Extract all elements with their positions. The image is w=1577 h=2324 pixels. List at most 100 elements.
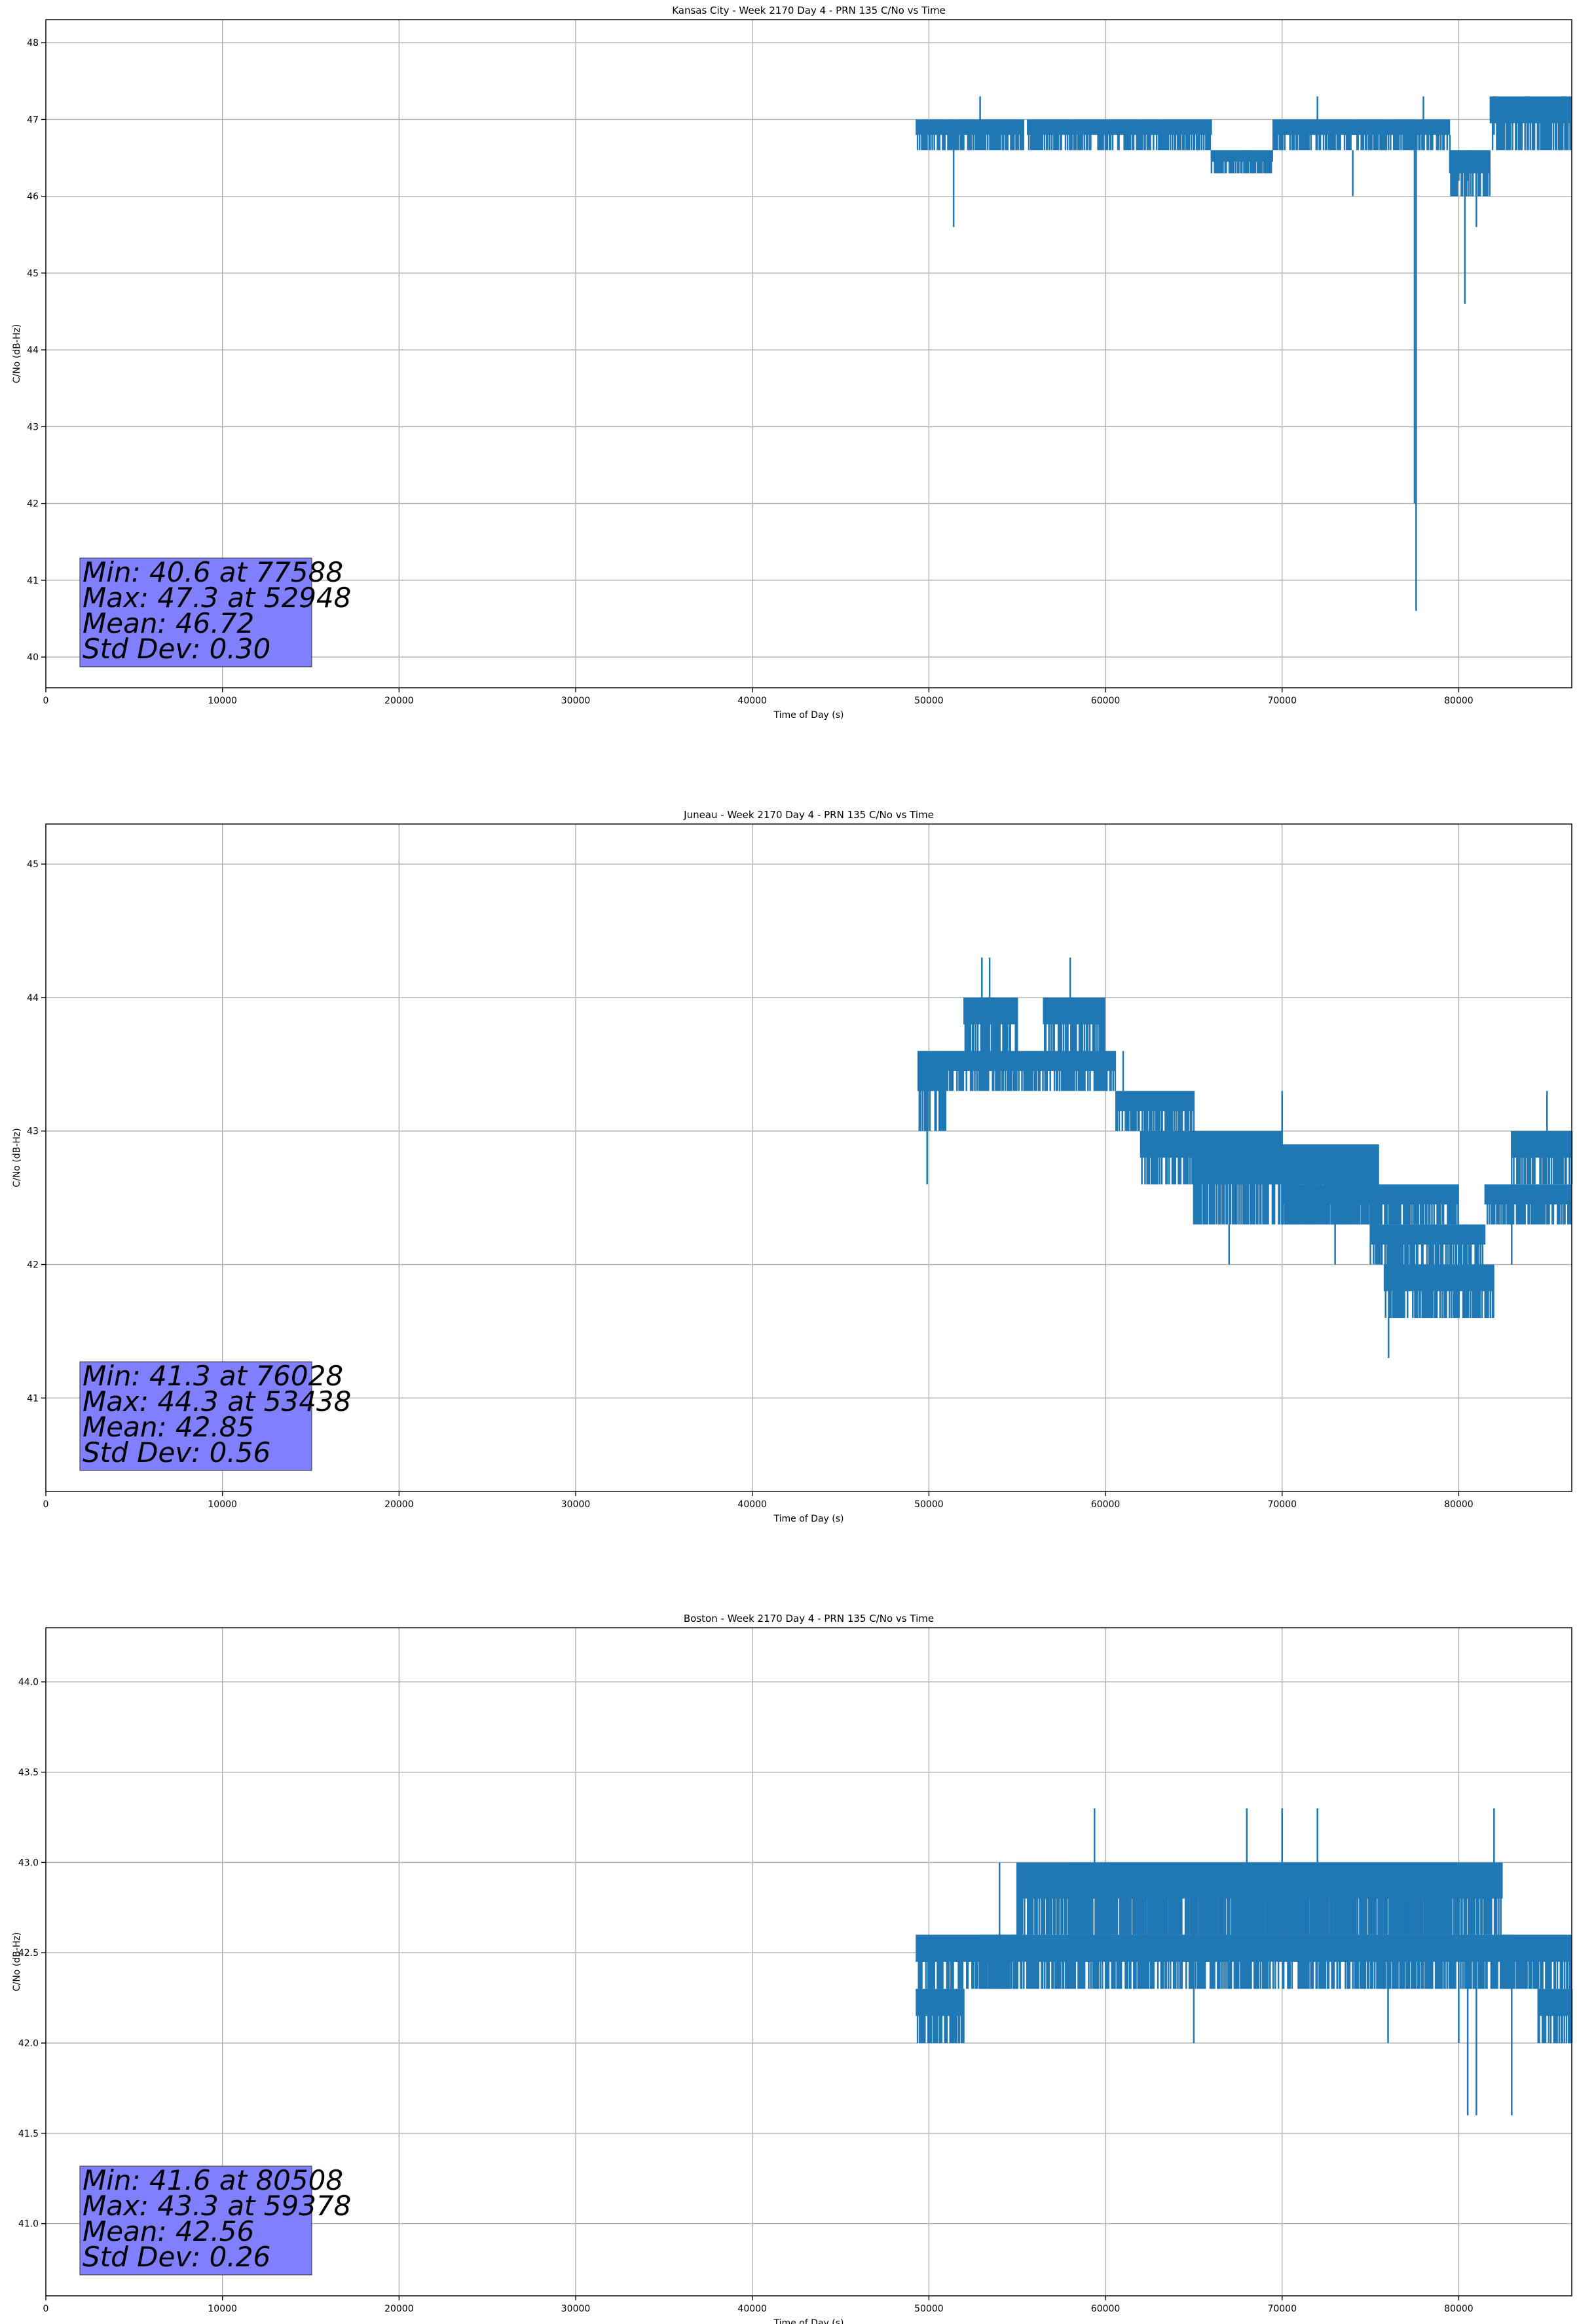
y-tick-label: 42 bbox=[27, 1260, 39, 1271]
y-tick-label: 40 bbox=[27, 652, 39, 663]
stats-line: Std Dev: 0.30 bbox=[83, 633, 270, 665]
series-band bbox=[1043, 997, 1105, 1051]
axes-frame bbox=[45, 19, 1572, 688]
stats-line: Mean: 46.72 bbox=[83, 607, 254, 639]
y-tick-label: 43.0 bbox=[18, 1858, 39, 1868]
chart-title: Kansas City - Week 2170 Day 4 - PRN 135 … bbox=[672, 5, 946, 16]
x-axis-label: Time of Day (s) bbox=[773, 1514, 844, 1524]
chart-title: Boston - Week 2170 Day 4 - PRN 135 C/No … bbox=[684, 1613, 934, 1624]
series-band bbox=[1272, 119, 1451, 151]
y-tick-label: 43.5 bbox=[18, 1768, 39, 1778]
y-tick-label: 41 bbox=[27, 1393, 39, 1404]
x-tick-label: 10000 bbox=[208, 2304, 237, 2314]
x-tick-label: 40000 bbox=[737, 696, 767, 706]
y-tick-label: 41 bbox=[27, 576, 39, 586]
stats-box bbox=[79, 1361, 312, 1471]
series-line bbox=[916, 96, 1572, 611]
series-band bbox=[981, 1934, 1512, 1989]
x-tick-label: 80000 bbox=[1444, 1499, 1474, 1510]
x-tick-label: 0 bbox=[43, 1499, 49, 1510]
x-tick-label: 70000 bbox=[1267, 696, 1297, 706]
series-band bbox=[1193, 1144, 1379, 1225]
series-band bbox=[963, 997, 1018, 1051]
x-axis-label: Time of Day (s) bbox=[773, 2318, 844, 2324]
y-tick-label: 44 bbox=[27, 993, 39, 1003]
x-axis-label: Time of Day (s) bbox=[773, 710, 844, 721]
chart-panel-2: 0 10000 20000 30000 40000 50000 60000 70000 8000… bbox=[12, 809, 1573, 1524]
x-tick-label: 60000 bbox=[1091, 2304, 1121, 2314]
series-line bbox=[916, 1808, 1573, 2116]
x-tick-label: 30000 bbox=[561, 2304, 591, 2314]
stats-box bbox=[79, 557, 312, 667]
x-tick-label: 70000 bbox=[1267, 1499, 1297, 1510]
y-tick-label: 46 bbox=[27, 192, 39, 202]
series-band bbox=[1537, 1989, 1573, 2044]
y-tick-label: 42.5 bbox=[18, 1948, 39, 1959]
series-band bbox=[946, 1051, 1117, 1091]
x-tick-label: 40000 bbox=[737, 2304, 767, 2314]
series-band bbox=[1449, 150, 1491, 197]
x-tick-label: 20000 bbox=[384, 2304, 414, 2314]
y-axis-label: C/No (dB-Hz) bbox=[12, 1128, 22, 1187]
chart-panel-1: 0 10000 20000 30000 40000 50000 60000 70000 8000… bbox=[12, 5, 1572, 721]
x-tick-label: 0 bbox=[43, 696, 49, 706]
series-band bbox=[1069, 1862, 1503, 1935]
y-tick-label: 41.0 bbox=[18, 2219, 39, 2230]
x-tick-label: 10000 bbox=[208, 696, 237, 706]
x-tick-label: 50000 bbox=[914, 1499, 944, 1510]
stats-box bbox=[79, 2165, 312, 2276]
chart-panel-3: 0 10000 20000 30000 40000 50000 60000 70000 8000… bbox=[12, 1613, 1573, 2324]
y-tick-label: 42.0 bbox=[18, 2038, 39, 2049]
stats-line: Mean: 42.56 bbox=[83, 2215, 254, 2247]
series-band bbox=[1383, 1264, 1494, 1319]
series-band bbox=[1502, 1934, 1572, 1989]
x-tick-label: 10000 bbox=[208, 1499, 237, 1510]
x-tick-label: 50000 bbox=[914, 2304, 944, 2314]
series-band bbox=[916, 119, 1024, 151]
x-tick-label: 0 bbox=[43, 2304, 49, 2314]
series-band bbox=[1369, 1224, 1486, 1265]
x-tick-label: 30000 bbox=[561, 1499, 591, 1510]
y-tick-label: 44 bbox=[27, 345, 39, 356]
x-tick-label: 70000 bbox=[1267, 2304, 1297, 2314]
axes-frame bbox=[45, 1627, 1572, 2296]
x-tick-label: 30000 bbox=[561, 696, 591, 706]
x-tick-label: 50000 bbox=[914, 696, 944, 706]
stats-line: Max: 43.3 at 59378 bbox=[83, 2190, 351, 2222]
y-tick-label: 45 bbox=[27, 859, 39, 870]
x-tick-label: 60000 bbox=[1091, 696, 1121, 706]
y-axis-label: C/No (dB-Hz) bbox=[12, 1932, 22, 1991]
series-band bbox=[1210, 150, 1273, 174]
series-band bbox=[1115, 1091, 1195, 1131]
y-tick-label: 45 bbox=[27, 269, 39, 279]
stats-line: Min: 40.6 at 77588 bbox=[83, 556, 343, 588]
series-band bbox=[1281, 1184, 1459, 1225]
y-tick-label: 41.5 bbox=[18, 2129, 39, 2139]
stats-line: Max: 47.3 at 52948 bbox=[83, 582, 351, 614]
axes-frame bbox=[45, 823, 1572, 1492]
stats-line: Mean: 42.85 bbox=[83, 1411, 254, 1443]
series-band bbox=[1511, 1131, 1572, 1185]
stats-line: Min: 41.6 at 80508 bbox=[83, 2164, 343, 2196]
x-tick-label: 20000 bbox=[384, 696, 414, 706]
y-axis-label: C/No (dB-Hz) bbox=[12, 324, 22, 383]
series-band bbox=[1484, 1184, 1572, 1225]
x-tick-label: 40000 bbox=[737, 1499, 767, 1510]
x-tick-label: 60000 bbox=[1091, 1499, 1121, 1510]
series-band bbox=[916, 1989, 965, 2044]
y-tick-label: 43 bbox=[27, 1127, 39, 1137]
series-band bbox=[1489, 96, 1572, 151]
y-tick-label: 44.0 bbox=[18, 1677, 39, 1688]
y-tick-label: 47 bbox=[27, 115, 39, 125]
stats-line: Std Dev: 0.56 bbox=[83, 1436, 270, 1469]
y-tick-label: 42 bbox=[27, 499, 39, 510]
x-tick-label: 80000 bbox=[1444, 2304, 1474, 2314]
y-tick-label: 43 bbox=[27, 422, 39, 432]
x-tick-label: 20000 bbox=[384, 1499, 414, 1510]
stats-line: Min: 41.3 at 76028 bbox=[83, 1360, 343, 1392]
y-tick-label: 48 bbox=[27, 38, 39, 48]
chart-title: Juneau - Week 2170 Day 4 - PRN 135 C/No … bbox=[683, 809, 934, 821]
series-band bbox=[1027, 119, 1212, 151]
x-tick-label: 80000 bbox=[1444, 696, 1474, 706]
